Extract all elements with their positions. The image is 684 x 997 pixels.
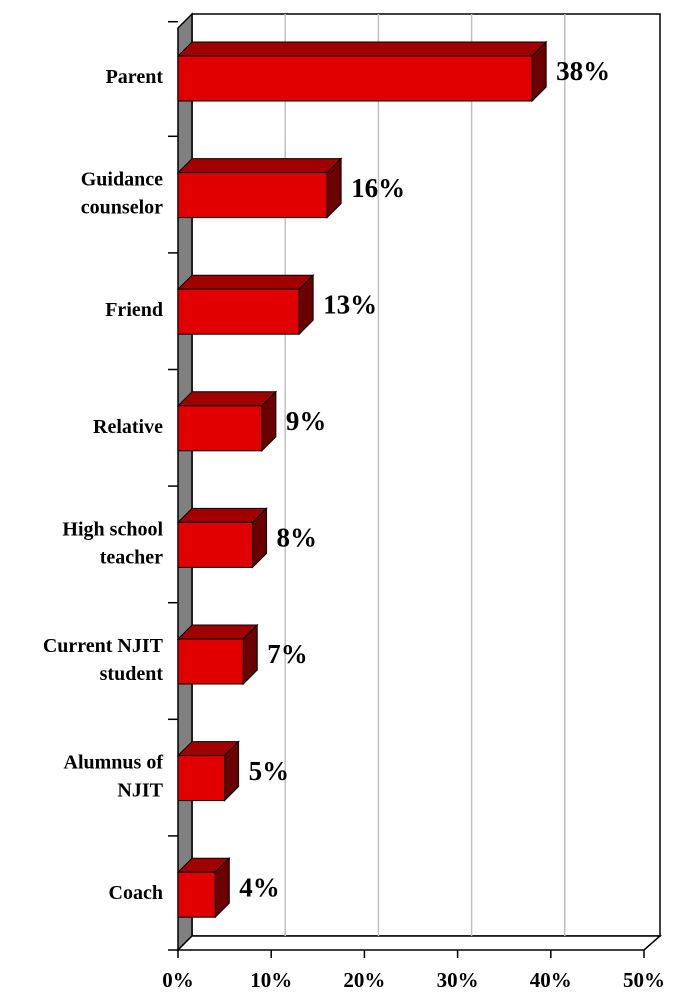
x-tick-label: 50% (623, 968, 665, 992)
bar-top (176, 41, 548, 57)
bar (176, 623, 259, 686)
category-label: Friend (105, 299, 163, 321)
bars: Parent 38% Guidance counselor 16% Friend 13% Re… (43, 40, 610, 919)
bar-front (177, 172, 328, 219)
bar-front (177, 871, 216, 918)
value-label: 4% (239, 872, 280, 902)
bar-top (176, 507, 268, 523)
value-label: 9% (286, 406, 327, 436)
x-tick-label: 10% (250, 968, 292, 992)
bar (176, 273, 315, 336)
bar-top (176, 274, 315, 290)
bar-front (177, 755, 226, 802)
value-label: 13% (323, 289, 377, 319)
bar (176, 740, 240, 802)
bar-front (177, 405, 263, 452)
bar-top (176, 158, 343, 174)
bar (176, 507, 268, 569)
value-label: 38% (556, 56, 610, 86)
category-label: High school teacher (62, 518, 163, 568)
back-plane (191, 13, 661, 937)
value-label: 7% (267, 639, 308, 669)
bar (176, 157, 343, 219)
value-label: 8% (277, 523, 318, 553)
x-tick-label: 0% (162, 968, 194, 992)
grid: 0% 10% 20% 30% 40% 50% (162, 14, 665, 992)
bar-front (177, 55, 533, 102)
x-tick-label: 40% (530, 968, 572, 992)
bar (176, 40, 548, 103)
bar (176, 390, 278, 453)
x-tick-label: 20% (343, 968, 385, 992)
side-wall (177, 12, 193, 952)
x-tick-label: 30% (437, 968, 479, 992)
value-label: 16% (351, 173, 405, 203)
category-label: Current NJIT student (43, 635, 164, 685)
bar (176, 856, 231, 919)
category-label: Guidance counselor (81, 168, 163, 218)
bar-front (177, 521, 254, 568)
bar-front (177, 638, 244, 685)
bar-top (176, 391, 278, 407)
category-label: Coach (109, 882, 163, 904)
bar-front (177, 288, 300, 335)
category-label: Parent (106, 66, 164, 88)
value-label: 5% (249, 756, 290, 786)
category-label: Relative (93, 415, 163, 437)
category-label: Alumnus of NJIT (64, 751, 164, 801)
floor (176, 935, 662, 951)
